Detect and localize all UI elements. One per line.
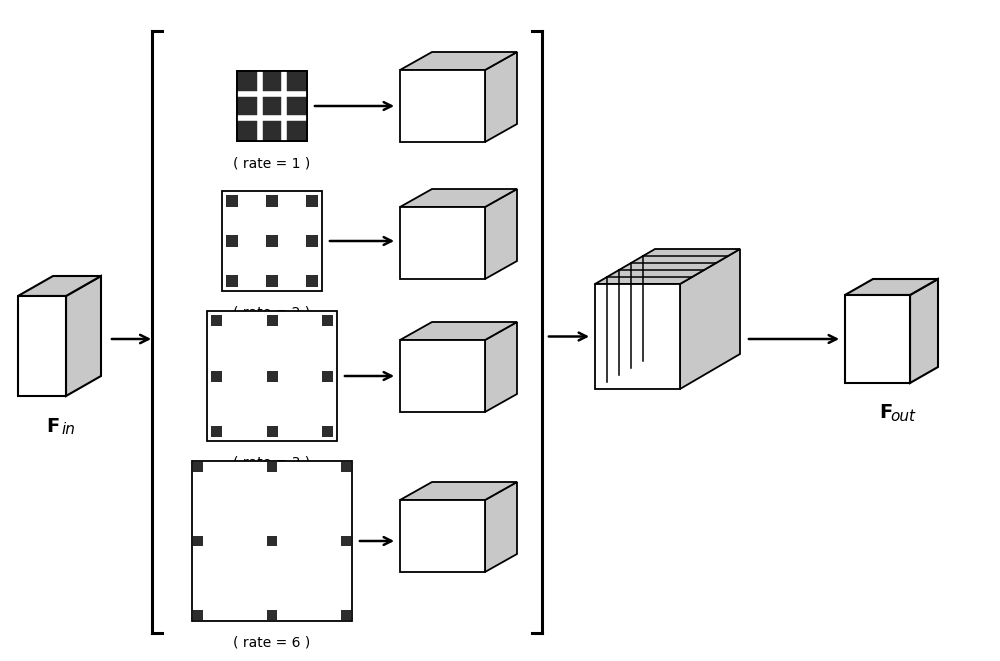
Bar bbox=[266, 426, 278, 437]
Bar bbox=[211, 426, 222, 437]
Bar bbox=[267, 536, 277, 546]
Bar bbox=[266, 315, 278, 326]
Bar bbox=[226, 195, 238, 207]
Bar bbox=[341, 536, 351, 546]
Bar bbox=[322, 426, 333, 437]
Bar bbox=[207, 311, 337, 441]
Bar bbox=[237, 71, 307, 141]
Bar bbox=[266, 195, 278, 207]
Polygon shape bbox=[845, 279, 938, 295]
Bar bbox=[237, 71, 307, 141]
Bar bbox=[266, 371, 278, 381]
Text: F: F bbox=[46, 416, 59, 436]
Bar bbox=[306, 195, 318, 207]
Polygon shape bbox=[485, 482, 517, 572]
Polygon shape bbox=[18, 296, 66, 396]
Bar bbox=[306, 275, 318, 287]
Bar bbox=[211, 315, 222, 326]
Polygon shape bbox=[910, 279, 938, 383]
Bar bbox=[322, 371, 333, 381]
Bar bbox=[341, 610, 351, 619]
Polygon shape bbox=[66, 276, 101, 396]
Polygon shape bbox=[400, 500, 485, 572]
Text: in: in bbox=[62, 422, 75, 436]
Bar bbox=[266, 235, 278, 247]
Bar bbox=[341, 463, 351, 472]
Text: ( rate = 2 ): ( rate = 2 ) bbox=[233, 306, 311, 320]
Polygon shape bbox=[400, 189, 517, 207]
Bar bbox=[211, 371, 222, 381]
Bar bbox=[226, 235, 238, 247]
Polygon shape bbox=[485, 52, 517, 142]
Polygon shape bbox=[400, 340, 485, 412]
Bar bbox=[222, 191, 322, 291]
Polygon shape bbox=[400, 322, 517, 340]
Bar bbox=[306, 235, 318, 247]
Polygon shape bbox=[595, 249, 740, 284]
Bar bbox=[266, 275, 278, 287]
Bar bbox=[193, 463, 203, 472]
Text: F: F bbox=[879, 403, 893, 422]
Polygon shape bbox=[680, 249, 740, 389]
Polygon shape bbox=[845, 295, 910, 383]
Polygon shape bbox=[400, 52, 517, 70]
Bar bbox=[193, 536, 203, 546]
Text: ( rate = 3 ): ( rate = 3 ) bbox=[233, 456, 311, 470]
Polygon shape bbox=[485, 322, 517, 412]
Bar bbox=[193, 610, 203, 619]
Polygon shape bbox=[485, 189, 517, 279]
Bar bbox=[226, 275, 238, 287]
Text: out: out bbox=[890, 408, 915, 424]
Polygon shape bbox=[400, 207, 485, 279]
Bar bbox=[192, 461, 352, 621]
Bar bbox=[322, 315, 333, 326]
Polygon shape bbox=[400, 70, 485, 142]
Polygon shape bbox=[18, 276, 101, 296]
Text: ( rate = 6 ): ( rate = 6 ) bbox=[233, 636, 311, 650]
Polygon shape bbox=[400, 482, 517, 500]
Polygon shape bbox=[595, 284, 680, 389]
Bar bbox=[267, 610, 277, 619]
Text: ( rate = 1 ): ( rate = 1 ) bbox=[233, 156, 311, 170]
Bar bbox=[267, 463, 277, 472]
